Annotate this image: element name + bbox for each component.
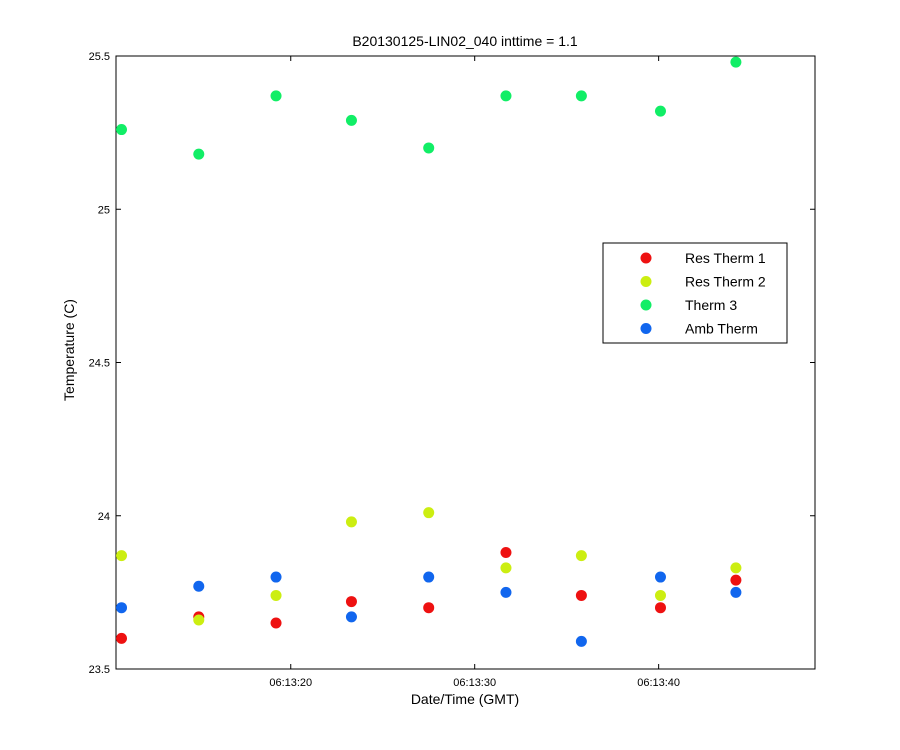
data-point xyxy=(500,562,512,574)
series-amb-therm xyxy=(116,571,742,647)
series-res-therm-2 xyxy=(116,507,742,626)
data-point xyxy=(654,105,666,117)
legend-marker xyxy=(640,323,652,334)
legend-entry-label: Therm 3 xyxy=(685,297,737,313)
x-tick-label: 06:13:30 xyxy=(453,677,496,689)
legend-box xyxy=(602,242,788,344)
data-point xyxy=(500,586,512,598)
legend-entry-label: Amb Therm xyxy=(685,321,758,337)
data-point xyxy=(654,571,666,583)
data-point xyxy=(730,56,742,68)
x-axis-label: Date/Time (GMT) xyxy=(411,691,519,707)
data-point xyxy=(193,614,205,626)
legend-marker xyxy=(640,276,652,287)
legend-marker xyxy=(640,299,652,311)
data-point xyxy=(116,124,128,136)
legend: Res Therm 1 Res Therm 2 Therm 3 Amb Therm xyxy=(602,242,788,344)
data-point xyxy=(270,617,282,629)
data-point xyxy=(116,550,128,562)
y-tick-label: 25.5 xyxy=(89,51,110,63)
data-point xyxy=(116,602,128,614)
y-tick-label: 24.5 xyxy=(89,358,110,370)
y-tick-label: 25 xyxy=(98,204,110,216)
legend-entry-label: Res Therm 1 xyxy=(685,250,766,266)
data-point xyxy=(270,571,282,583)
data-point xyxy=(270,90,282,102)
data-markers xyxy=(116,56,742,647)
data-point xyxy=(575,589,587,601)
chart-title: B20130125-LIN02_040 inttime = 1.1 xyxy=(352,33,578,49)
data-point xyxy=(500,547,512,559)
data-point xyxy=(730,574,742,586)
data-point xyxy=(345,516,357,528)
plot-area xyxy=(115,55,816,670)
data-point xyxy=(193,580,205,592)
axis-ticks: 23.5 24 24.5 25 25.5 06:13:20 06:13:30 06:13:40 xyxy=(89,51,815,689)
x-tick-label: 06:13:40 xyxy=(637,677,680,689)
data-point xyxy=(116,632,128,644)
data-point xyxy=(654,602,666,614)
data-point xyxy=(575,635,587,647)
y-tick-label: 24 xyxy=(98,511,110,523)
data-point xyxy=(575,550,587,562)
data-point xyxy=(423,142,435,154)
data-point xyxy=(345,596,357,608)
data-point xyxy=(654,589,666,601)
data-point xyxy=(270,589,282,601)
data-point xyxy=(423,507,435,519)
legend-marker xyxy=(640,252,652,264)
legend-entry-label: Res Therm 2 xyxy=(685,274,766,290)
data-point xyxy=(730,586,742,598)
series-therm-3 xyxy=(116,56,742,160)
data-point xyxy=(500,90,512,102)
series-res-therm-1 xyxy=(116,547,742,644)
y-axis-label: Temperature (C) xyxy=(61,299,77,401)
data-point xyxy=(423,602,435,614)
data-point xyxy=(345,611,357,623)
y-tick-label: 23.5 xyxy=(89,664,110,676)
data-point xyxy=(575,90,587,102)
data-point xyxy=(730,562,742,574)
data-point xyxy=(423,571,435,583)
data-point xyxy=(193,148,205,160)
data-point xyxy=(345,114,357,126)
x-tick-label: 06:13:20 xyxy=(269,677,312,689)
